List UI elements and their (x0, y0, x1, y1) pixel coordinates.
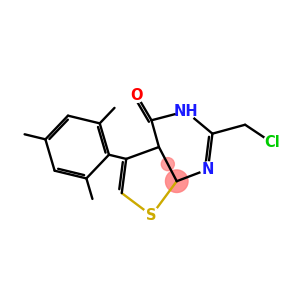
Text: O: O (130, 88, 143, 103)
Circle shape (166, 170, 188, 193)
Circle shape (129, 88, 144, 102)
Circle shape (143, 207, 160, 224)
Text: N: N (202, 162, 214, 177)
Circle shape (263, 134, 280, 151)
Circle shape (200, 162, 215, 177)
Text: Cl: Cl (264, 135, 280, 150)
Circle shape (176, 102, 195, 121)
Text: NH: NH (173, 104, 198, 119)
Circle shape (161, 158, 174, 171)
Text: S: S (146, 208, 157, 223)
